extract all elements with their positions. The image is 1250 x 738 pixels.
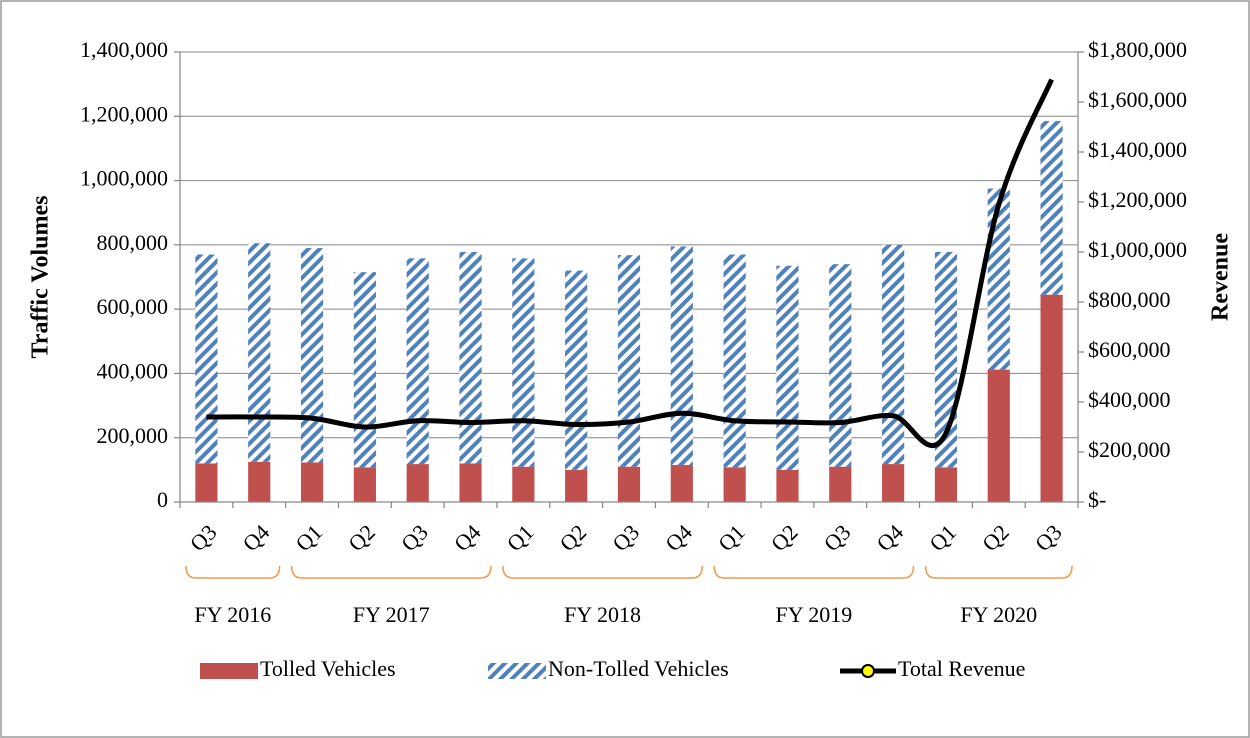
y2-tick-label: $600,000 <box>1088 337 1171 362</box>
legend-swatch <box>200 663 258 679</box>
bar-segment <box>406 258 429 465</box>
bar-segment <box>406 464 429 502</box>
bar-segment <box>1040 294 1063 502</box>
y-tick-label: 800,000 <box>97 230 169 255</box>
group-brace <box>185 565 281 579</box>
y-tick-label: 1,000,000 <box>80 166 168 191</box>
y-tick-label: 400,000 <box>97 358 169 383</box>
y-tick-label: 200,000 <box>97 423 169 448</box>
y-axis-title: Traffic Volumes <box>28 196 54 359</box>
legend-label: Non-Tolled Vehicles <box>548 656 729 681</box>
y2-tick-label: $1,000,000 <box>1088 237 1187 262</box>
bar-segment <box>882 464 905 502</box>
bar-segment <box>776 265 799 470</box>
y2-tick-label: $200,000 <box>1088 437 1171 462</box>
y-tick-label: 0 <box>157 487 168 512</box>
legend-swatch <box>488 663 546 679</box>
y-tick-label: 600,000 <box>97 294 169 319</box>
bar-segment <box>829 264 852 467</box>
bar-segment <box>987 188 1010 370</box>
y2-tick-label: $1,400,000 <box>1088 137 1187 162</box>
y2-tick-label: $1,800,000 <box>1088 37 1187 62</box>
bar-segment <box>195 463 218 502</box>
y-tick-label: 1,400,000 <box>80 37 168 62</box>
y2-axis-title: Revenue <box>1208 233 1234 321</box>
bar-segment <box>670 465 693 502</box>
bar-segment <box>353 467 376 502</box>
bar-segment <box>300 248 324 463</box>
bar-segment <box>459 251 482 464</box>
bar-segment <box>829 466 852 502</box>
bar-segment <box>512 466 535 502</box>
legend-marker <box>861 664 875 678</box>
bar-segment <box>353 272 376 468</box>
group-brace <box>502 565 703 579</box>
revenue-line <box>206 78 1054 449</box>
y2-tick-label: $800,000 <box>1088 287 1171 312</box>
bar-segment <box>934 467 958 502</box>
legend: Tolled Vehicles Non-Tolled Vehicles Total … <box>200 656 1025 681</box>
y2-tick-label: $1,600,000 <box>1088 87 1187 112</box>
bar-segment <box>459 463 482 502</box>
bar-segment <box>723 467 746 502</box>
group-brace <box>290 565 492 579</box>
group-label: FY 2016 <box>194 602 271 627</box>
bar-segment <box>1040 121 1063 295</box>
bar-segment <box>248 461 271 502</box>
y2-tick-label: $- <box>1088 487 1106 512</box>
bar-segment <box>565 469 588 502</box>
y-tick-label: 1,200,000 <box>80 101 168 126</box>
bar-segment <box>987 369 1010 502</box>
group-label: FY 2019 <box>775 602 852 627</box>
bar-segment <box>617 466 641 502</box>
bar-segment <box>617 255 641 467</box>
bar-segment <box>670 246 693 466</box>
group-label: FY 2017 <box>353 602 430 627</box>
bar-segment <box>512 258 535 467</box>
bar-segment <box>248 243 271 462</box>
legend-label: Tolled Vehicles <box>260 656 396 681</box>
bar-segment <box>776 469 799 502</box>
bar-segment <box>723 254 746 468</box>
group-label: FY 2020 <box>960 602 1037 627</box>
bar-segment <box>195 254 218 464</box>
bar-segment <box>882 244 905 465</box>
bar-segment <box>300 462 324 502</box>
legend-label: Total Revenue <box>898 656 1025 681</box>
bar-segment <box>565 270 588 470</box>
group-brace <box>713 565 915 579</box>
group-brace <box>924 565 1073 579</box>
y2-tick-label: $1,200,000 <box>1088 187 1187 212</box>
group-label: FY 2018 <box>564 602 641 627</box>
y2-tick-label: $400,000 <box>1088 387 1171 412</box>
